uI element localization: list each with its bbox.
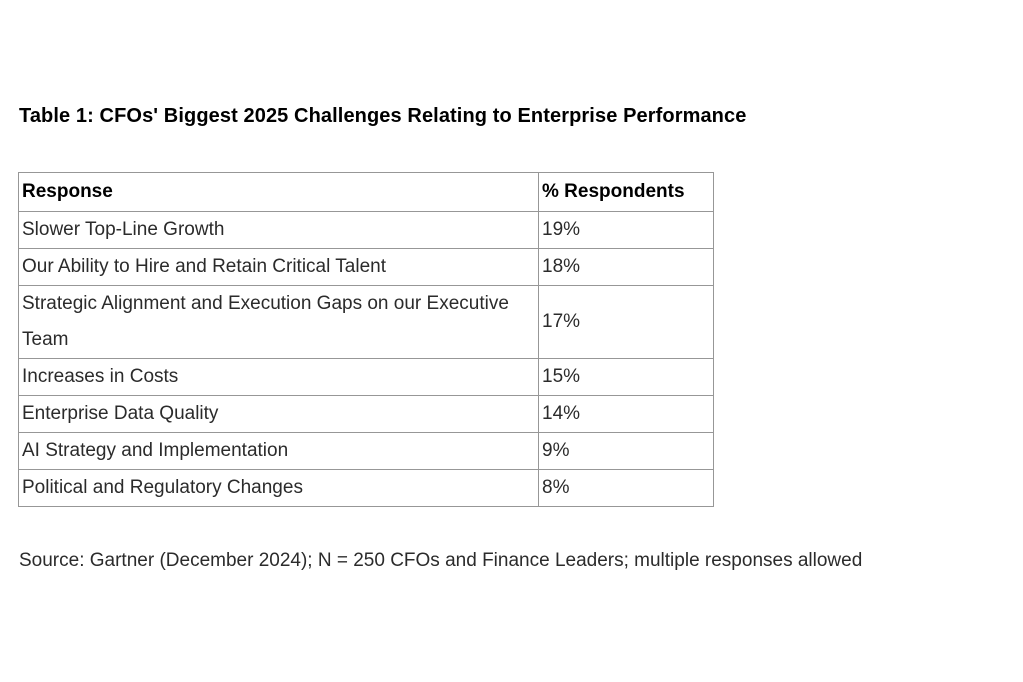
- cell-response: Strategic Alignment and Execution Gaps o…: [18, 285, 539, 359]
- cell-percent: 17%: [538, 285, 714, 359]
- source-note: Source: Gartner (December 2024); N = 250…: [19, 550, 863, 571]
- cell-percent: 8%: [538, 469, 714, 507]
- cell-response: Slower Top-Line Growth: [18, 211, 539, 249]
- cell-percent: 14%: [538, 395, 714, 433]
- table-row: Enterprise Data Quality 14%: [18, 395, 714, 433]
- column-header-percent: % Respondents: [538, 172, 714, 212]
- table-row: Slower Top-Line Growth 19%: [18, 211, 714, 249]
- cell-percent: 9%: [538, 432, 714, 470]
- table-title: Table 1: CFOs' Biggest 2025 Challenges R…: [19, 105, 747, 127]
- table-header-row: Response % Respondents: [18, 172, 714, 212]
- table-row: AI Strategy and Implementation 9%: [18, 432, 714, 470]
- table-body: Slower Top-Line Growth 19% Our Ability to …: [18, 211, 714, 507]
- table-row: Our Ability to Hire and Retain Critical …: [18, 248, 714, 286]
- cell-percent: 15%: [538, 358, 714, 396]
- column-header-response: Response: [18, 172, 539, 212]
- cell-percent: 18%: [538, 248, 714, 286]
- table-row: Increases in Costs 15%: [18, 358, 714, 396]
- table-row: Political and Regulatory Changes 8%: [18, 469, 714, 507]
- cell-percent: 19%: [538, 211, 714, 249]
- cell-response: Political and Regulatory Changes: [18, 469, 539, 507]
- cell-response: Increases in Costs: [18, 358, 539, 396]
- table-row: Strategic Alignment and Execution Gaps o…: [18, 285, 714, 359]
- cell-response: Our Ability to Hire and Retain Critical …: [18, 248, 539, 286]
- cell-response: AI Strategy and Implementation: [18, 432, 539, 470]
- cell-response: Enterprise Data Quality: [18, 395, 539, 433]
- data-table: Response % Respondents Slower Top-Line G…: [18, 172, 714, 507]
